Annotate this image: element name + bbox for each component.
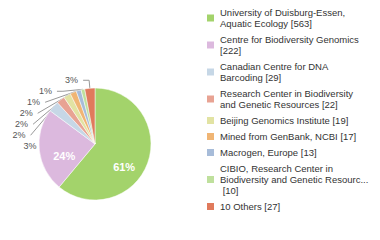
svg-text:2%: 2% — [15, 119, 28, 129]
svg-text:61%: 61% — [113, 161, 135, 173]
svg-text:Mined from GenBank, NCBI [17]: Mined from GenBank, NCBI [17] — [220, 131, 356, 142]
svg-text:Centre for Biodiversity Genomi: Centre for Biodiversity Genomics — [220, 34, 362, 45]
svg-text:1%: 1% — [27, 97, 40, 107]
svg-text:3%: 3% — [24, 141, 37, 151]
svg-text:Canadian Centre for DNA: Canadian Centre for DNA — [220, 61, 330, 72]
svg-text:and Genetic Resources [22]: and Genetic Resources [22] — [220, 99, 338, 110]
svg-text:1%: 1% — [39, 86, 52, 96]
svg-text:Biodiversity and Genetic Resou: Biodiversity and Genetic Resourc... — [220, 174, 368, 185]
svg-text:CIBIO, Research Center in: CIBIO, Research Center in — [220, 163, 336, 174]
svg-text:2%: 2% — [20, 108, 33, 118]
svg-text:University of Duisburg-Essen,: University of Duisburg-Essen, — [220, 7, 348, 18]
svg-text:Macrogen, Europe [13]: Macrogen, Europe [13] — [220, 147, 317, 158]
svg-text:Barcoding [29]: Barcoding [29] — [220, 72, 281, 83]
svg-text:3%: 3% — [65, 75, 78, 85]
svg-text:2%: 2% — [13, 130, 26, 140]
svg-text:Beijing Genomics Institute [19: Beijing Genomics Institute [19] — [220, 115, 348, 126]
svg-text:10 Others [27]: 10 Others [27] — [220, 201, 280, 212]
svg-text:[222]: [222] — [220, 45, 241, 56]
svg-text:[10]: [10] — [220, 185, 239, 196]
svg-text:Research Center in Biodiversit: Research Center in Biodiversity — [220, 88, 356, 99]
svg-text:24%: 24% — [53, 150, 75, 162]
svg-text:Aquatic Ecology [563]: Aquatic Ecology [563] — [220, 18, 312, 29]
